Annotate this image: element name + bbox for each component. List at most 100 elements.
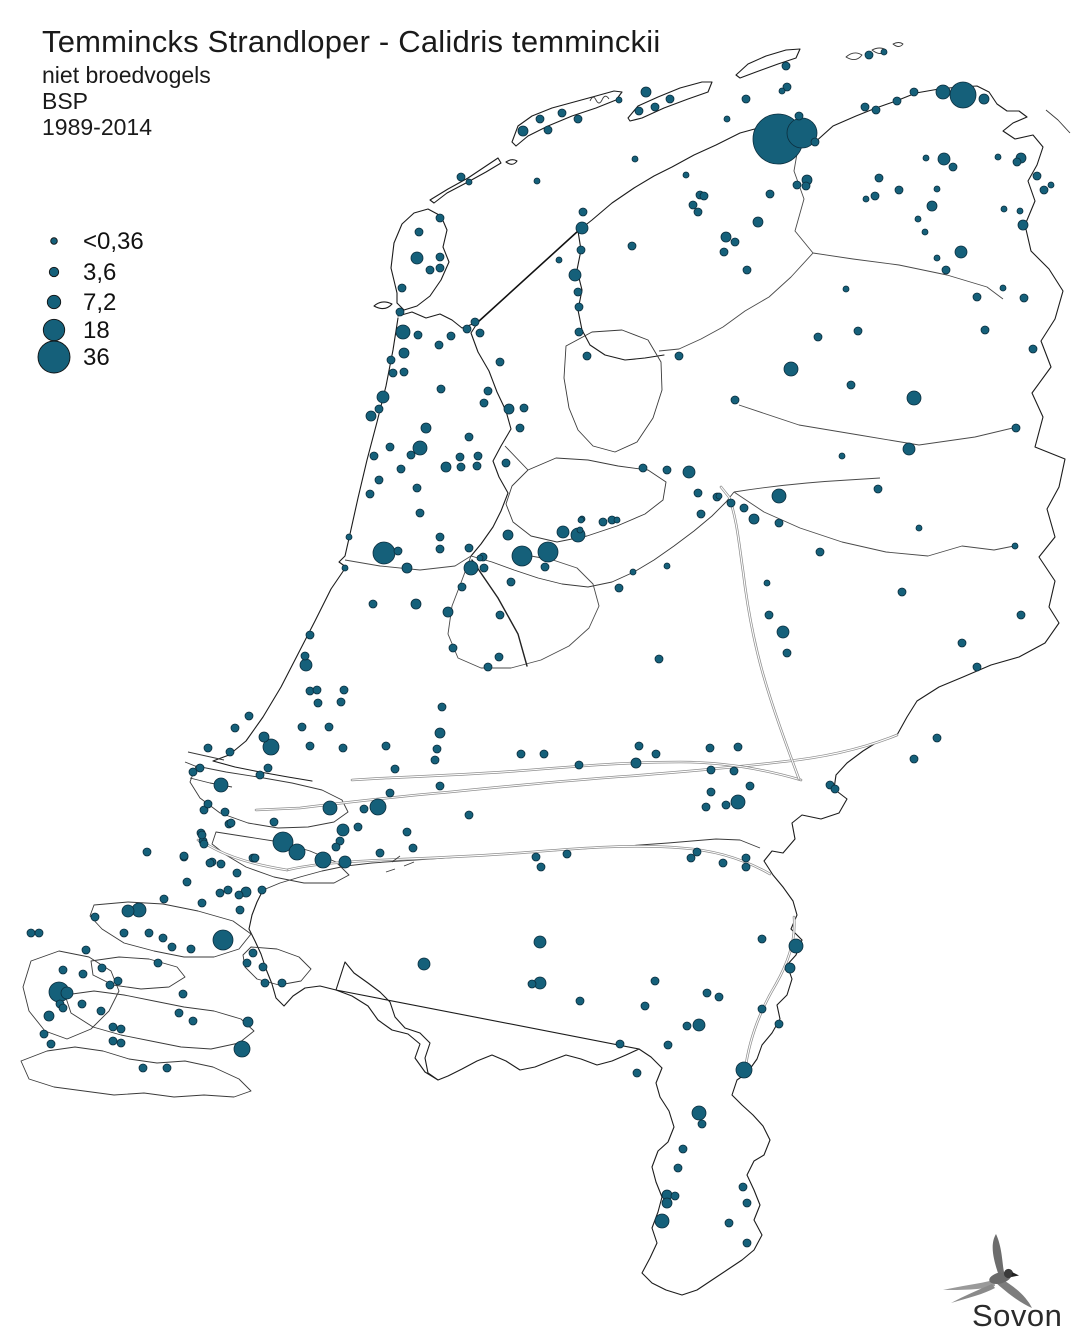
german-coast-fragment <box>1045 109 1071 134</box>
observation-dot <box>158 933 168 943</box>
observation-dot <box>661 1197 673 1209</box>
noorderhaaks-islet-outline <box>373 301 393 310</box>
map-subtitle-project: BSP <box>42 88 89 114</box>
observation-dot <box>815 547 825 557</box>
legend-circle <box>46 294 62 310</box>
observation-dot <box>720 231 732 243</box>
observation-dot <box>1047 181 1055 189</box>
observation-dot <box>232 868 242 878</box>
observation-dot <box>142 847 152 857</box>
observation-dot <box>730 395 740 405</box>
observation-dot <box>517 125 529 137</box>
observation-dot <box>692 847 702 857</box>
legend-circle <box>37 340 71 374</box>
observation-dot <box>203 799 213 809</box>
observation-dot <box>435 263 445 273</box>
observation-dot <box>390 764 400 774</box>
voorne-putten-outline <box>189 765 349 829</box>
observation-dot <box>502 529 514 541</box>
observation-dot <box>435 544 445 554</box>
observation-dot <box>401 562 413 574</box>
observation-dot <box>862 195 870 203</box>
observation-dot <box>674 351 684 361</box>
observation-dot <box>434 340 444 350</box>
overijssel-gelderland-border <box>733 491 1015 557</box>
observation-dot <box>782 648 792 658</box>
observation-dot <box>374 475 384 485</box>
observation-dot <box>138 1063 148 1073</box>
observation-dot <box>414 227 424 237</box>
observation-dot <box>634 741 644 751</box>
observation-dot <box>864 50 874 60</box>
observation-dot <box>692 1018 706 1032</box>
observation-dot <box>574 327 584 337</box>
observation-dot <box>473 451 483 461</box>
observation-dot <box>197 830 207 840</box>
observation-dot <box>914 215 922 223</box>
observation-dot <box>386 355 396 365</box>
observation-dot <box>39 1029 49 1039</box>
map-subtitle-group: niet broedvogels <box>42 62 211 88</box>
observation-dot <box>462 324 472 334</box>
noord-beveland-outline <box>90 956 186 990</box>
observation-dot <box>179 851 189 861</box>
observation-dot <box>741 94 751 104</box>
zeeuws-vlaanderen-outline <box>20 1046 252 1098</box>
observation-dot <box>96 1006 106 1016</box>
observation-dot <box>464 543 474 553</box>
noordholland-east-coast <box>470 321 512 557</box>
vlieland-island-outline <box>429 157 502 204</box>
observation-dot <box>691 1105 707 1121</box>
observation-dot <box>188 767 198 777</box>
rottum-islet-3 <box>892 42 904 47</box>
observation-dot <box>941 265 951 275</box>
observation-dot <box>949 81 977 109</box>
legend-label: 36 <box>83 344 110 371</box>
observation-dot <box>556 525 570 539</box>
observation-dot <box>701 802 711 812</box>
houtribdijk-line <box>504 445 529 471</box>
swallow-tail-streamer-2 <box>951 1284 995 1303</box>
observation-dot <box>765 189 775 199</box>
observation-dot <box>774 518 784 528</box>
observation-dot <box>393 546 403 556</box>
walcheren-outline <box>22 950 120 1040</box>
observation-dot <box>369 798 387 816</box>
observation-dot <box>810 137 820 147</box>
observation-dot <box>223 885 233 895</box>
observation-dot <box>121 904 135 918</box>
swallow-tail-streamer-1 <box>943 1280 995 1290</box>
observation-dot <box>739 503 749 513</box>
observation-dot <box>715 492 723 500</box>
rottum-islet-1 <box>845 52 863 60</box>
observation-dot <box>483 386 493 396</box>
observation-dot <box>774 1019 784 1029</box>
observation-dot <box>435 532 445 542</box>
observation-dot <box>402 827 412 837</box>
observation-dot <box>335 836 345 846</box>
observation-dot <box>345 533 353 541</box>
afsluitdijk-line <box>477 230 579 323</box>
observation-dot <box>446 331 456 341</box>
richel-islet-outline <box>505 159 518 165</box>
observation-dot <box>730 237 740 247</box>
terschelling-island-outline <box>511 90 623 147</box>
legend-label: 7,2 <box>83 289 116 316</box>
schouwen-duiveland-outline <box>89 901 252 958</box>
legend-circle <box>50 237 58 245</box>
observation-dot <box>699 191 709 201</box>
observation-dot <box>396 464 406 474</box>
observation-dot <box>257 885 267 895</box>
observation-dot <box>654 1213 670 1229</box>
friesland-drenthe-border <box>658 252 814 352</box>
observation-dot <box>506 577 516 587</box>
observation-dot <box>242 958 252 968</box>
observation-dot <box>250 853 260 863</box>
observation-dot <box>615 1039 625 1049</box>
observation-dot <box>255 770 265 780</box>
observation-dot <box>742 1238 752 1248</box>
observation-dot <box>540 562 550 572</box>
observation-dot <box>263 763 273 773</box>
observation-dot <box>375 848 385 858</box>
observation-dot <box>614 583 624 593</box>
